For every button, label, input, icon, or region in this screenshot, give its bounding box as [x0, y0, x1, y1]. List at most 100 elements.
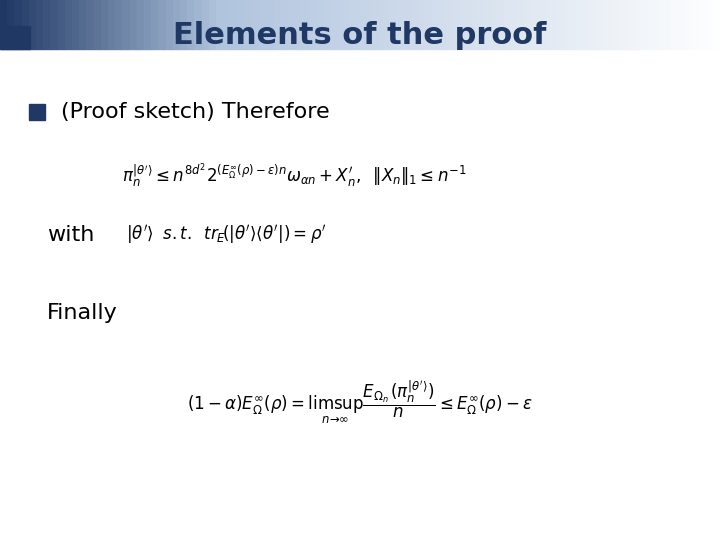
Bar: [374, 0, 382, 49]
Bar: [238, 0, 245, 49]
Bar: [425, 0, 432, 49]
Bar: [410, 0, 418, 49]
Bar: [58, 0, 65, 49]
Bar: [288, 0, 295, 49]
Bar: [50, 0, 58, 49]
Bar: [166, 0, 173, 49]
Bar: [389, 0, 396, 49]
Bar: [295, 0, 302, 49]
Bar: [619, 0, 626, 49]
Bar: [22, 0, 29, 49]
Text: $|\theta^{\prime}\rangle \;\; s.t. \;\; tr_E\!\left(|\theta^{\prime}\rangle\lang: $|\theta^{\prime}\rangle \;\; s.t. \;\; …: [126, 224, 327, 246]
Bar: [590, 0, 598, 49]
Bar: [677, 0, 684, 49]
Text: with: with: [47, 225, 94, 245]
Bar: [403, 0, 410, 49]
Bar: [504, 0, 511, 49]
Bar: [331, 0, 338, 49]
Bar: [158, 0, 166, 49]
Bar: [626, 0, 634, 49]
Text: Elements of the proof: Elements of the proof: [174, 21, 546, 50]
Bar: [173, 0, 180, 49]
Bar: [583, 0, 590, 49]
Bar: [360, 0, 367, 49]
Bar: [482, 0, 490, 49]
Bar: [115, 0, 122, 49]
Bar: [230, 0, 238, 49]
Bar: [353, 0, 360, 49]
Bar: [137, 0, 144, 49]
Bar: [634, 0, 641, 49]
Bar: [439, 0, 446, 49]
Bar: [310, 0, 317, 49]
Bar: [511, 0, 518, 49]
Bar: [454, 0, 461, 49]
Bar: [274, 0, 281, 49]
Bar: [245, 0, 252, 49]
Bar: [180, 0, 187, 49]
Bar: [151, 0, 158, 49]
Bar: [648, 0, 655, 49]
Bar: [324, 0, 331, 49]
Bar: [382, 0, 389, 49]
Bar: [547, 0, 554, 49]
Bar: [684, 0, 691, 49]
Bar: [598, 0, 605, 49]
Bar: [202, 0, 209, 49]
Bar: [432, 0, 439, 49]
Bar: [101, 0, 108, 49]
Bar: [576, 0, 583, 49]
Bar: [281, 0, 288, 49]
Bar: [346, 0, 353, 49]
Bar: [79, 0, 86, 49]
Text: $(1-\alpha)E_\Omega^\infty(\rho) = \limsup_{n\to\infty} \dfrac{E_{\Omega_n}(\pi_: $(1-\alpha)E_\Omega^\infty(\rho) = \lims…: [187, 379, 533, 426]
Bar: [0, 26, 30, 49]
Bar: [605, 0, 612, 49]
Bar: [187, 0, 194, 49]
Bar: [662, 0, 670, 49]
Bar: [14, 0, 22, 49]
Bar: [461, 0, 468, 49]
Bar: [497, 0, 504, 49]
Bar: [468, 0, 475, 49]
Bar: [396, 0, 403, 49]
Bar: [43, 0, 50, 49]
Bar: [36, 0, 43, 49]
Bar: [569, 0, 576, 49]
Bar: [94, 0, 101, 49]
Bar: [86, 0, 94, 49]
Bar: [533, 0, 540, 49]
Bar: [612, 0, 619, 49]
Bar: [475, 0, 482, 49]
Bar: [706, 0, 713, 49]
Bar: [266, 0, 274, 49]
Bar: [338, 0, 346, 49]
Bar: [65, 0, 72, 49]
Text: Finally: Finally: [47, 303, 117, 323]
Bar: [108, 0, 115, 49]
Bar: [209, 0, 216, 49]
Bar: [259, 0, 266, 49]
Bar: [0, 0, 7, 49]
Bar: [216, 0, 223, 49]
Bar: [302, 0, 310, 49]
Bar: [7, 0, 14, 49]
Bar: [194, 0, 202, 49]
Bar: [29, 0, 36, 49]
Bar: [72, 0, 79, 49]
Bar: [317, 0, 324, 49]
Bar: [641, 0, 648, 49]
Bar: [562, 0, 569, 49]
Bar: [446, 0, 454, 49]
Bar: [713, 0, 720, 49]
Bar: [655, 0, 662, 49]
Bar: [518, 0, 526, 49]
Bar: [122, 0, 130, 49]
Bar: [418, 0, 425, 49]
Bar: [223, 0, 230, 49]
Bar: [691, 0, 698, 49]
Bar: [698, 0, 706, 49]
Bar: [540, 0, 547, 49]
Text: $\pi_n^{|\theta^{\prime}\rangle} \leq n^{8d^2} 2^{(E_\Omega^\infty(\rho)-\vareps: $\pi_n^{|\theta^{\prime}\rangle} \leq n^…: [122, 161, 467, 190]
Bar: [367, 0, 374, 49]
